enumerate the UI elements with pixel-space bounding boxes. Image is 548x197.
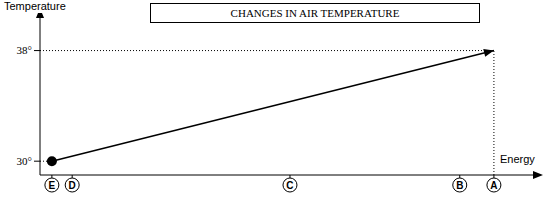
- svg-text:38°: 38°: [17, 44, 32, 56]
- svg-text:D: D: [69, 180, 76, 191]
- svg-text:E: E: [49, 180, 56, 191]
- svg-text:C: C: [286, 180, 293, 191]
- svg-text:A: A: [490, 180, 497, 191]
- html-text:Temperature: Temperature: [4, 0, 66, 12]
- svg-text:B: B: [456, 180, 463, 191]
- html-text:CHANGES IN AIR TEMPERATURE: CHANGES IN AIR TEMPERATURE: [230, 7, 400, 19]
- html-text:Energy: Energy: [500, 153, 535, 165]
- svg-text:30°: 30°: [17, 155, 32, 167]
